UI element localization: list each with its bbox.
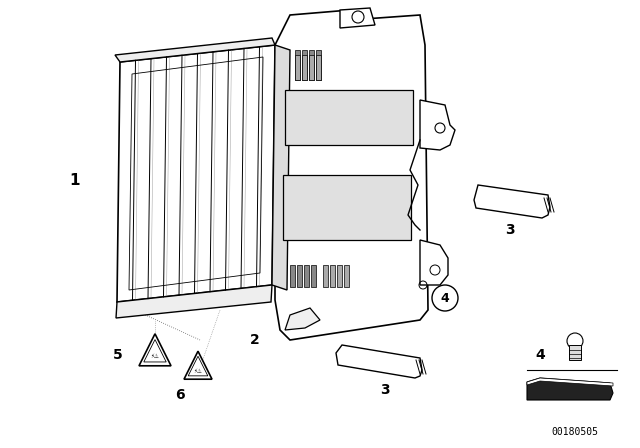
Text: 1: 1 (70, 172, 80, 188)
Bar (309, 55, 314, 80)
Polygon shape (275, 10, 428, 340)
Polygon shape (285, 308, 320, 330)
Bar (316, 50, 321, 80)
Bar (323, 265, 328, 287)
Polygon shape (474, 185, 550, 218)
Text: 5: 5 (113, 348, 123, 362)
Text: 00180505: 00180505 (552, 427, 598, 437)
Polygon shape (340, 8, 375, 28)
Polygon shape (420, 240, 448, 285)
Polygon shape (420, 100, 455, 150)
Bar (302, 55, 307, 80)
Polygon shape (527, 378, 613, 400)
Polygon shape (527, 378, 613, 386)
Bar (311, 265, 316, 287)
Polygon shape (115, 38, 275, 62)
Bar (337, 265, 342, 287)
Circle shape (567, 333, 583, 349)
Text: ⚡⚠: ⚡⚠ (150, 353, 159, 358)
Bar (297, 265, 302, 287)
Polygon shape (569, 345, 581, 360)
Circle shape (432, 285, 458, 311)
Bar (302, 50, 307, 80)
Bar (309, 50, 314, 80)
Polygon shape (117, 45, 275, 302)
Text: 4: 4 (535, 348, 545, 362)
Bar (316, 55, 321, 80)
Polygon shape (184, 351, 212, 379)
Text: 6: 6 (175, 388, 185, 402)
Polygon shape (116, 285, 272, 318)
Bar (295, 55, 300, 80)
Bar (344, 265, 349, 287)
Text: ⚡⚠: ⚡⚠ (194, 369, 202, 374)
Polygon shape (336, 345, 422, 378)
Text: 3: 3 (380, 383, 390, 397)
Text: 4: 4 (440, 292, 449, 305)
Bar (330, 265, 335, 287)
Polygon shape (139, 334, 171, 366)
Polygon shape (272, 45, 290, 290)
Text: 2: 2 (250, 333, 260, 347)
Bar (283, 175, 411, 240)
Bar (285, 90, 413, 145)
Bar (295, 50, 300, 80)
Text: 3: 3 (505, 223, 515, 237)
Bar (290, 265, 295, 287)
Bar (304, 265, 309, 287)
